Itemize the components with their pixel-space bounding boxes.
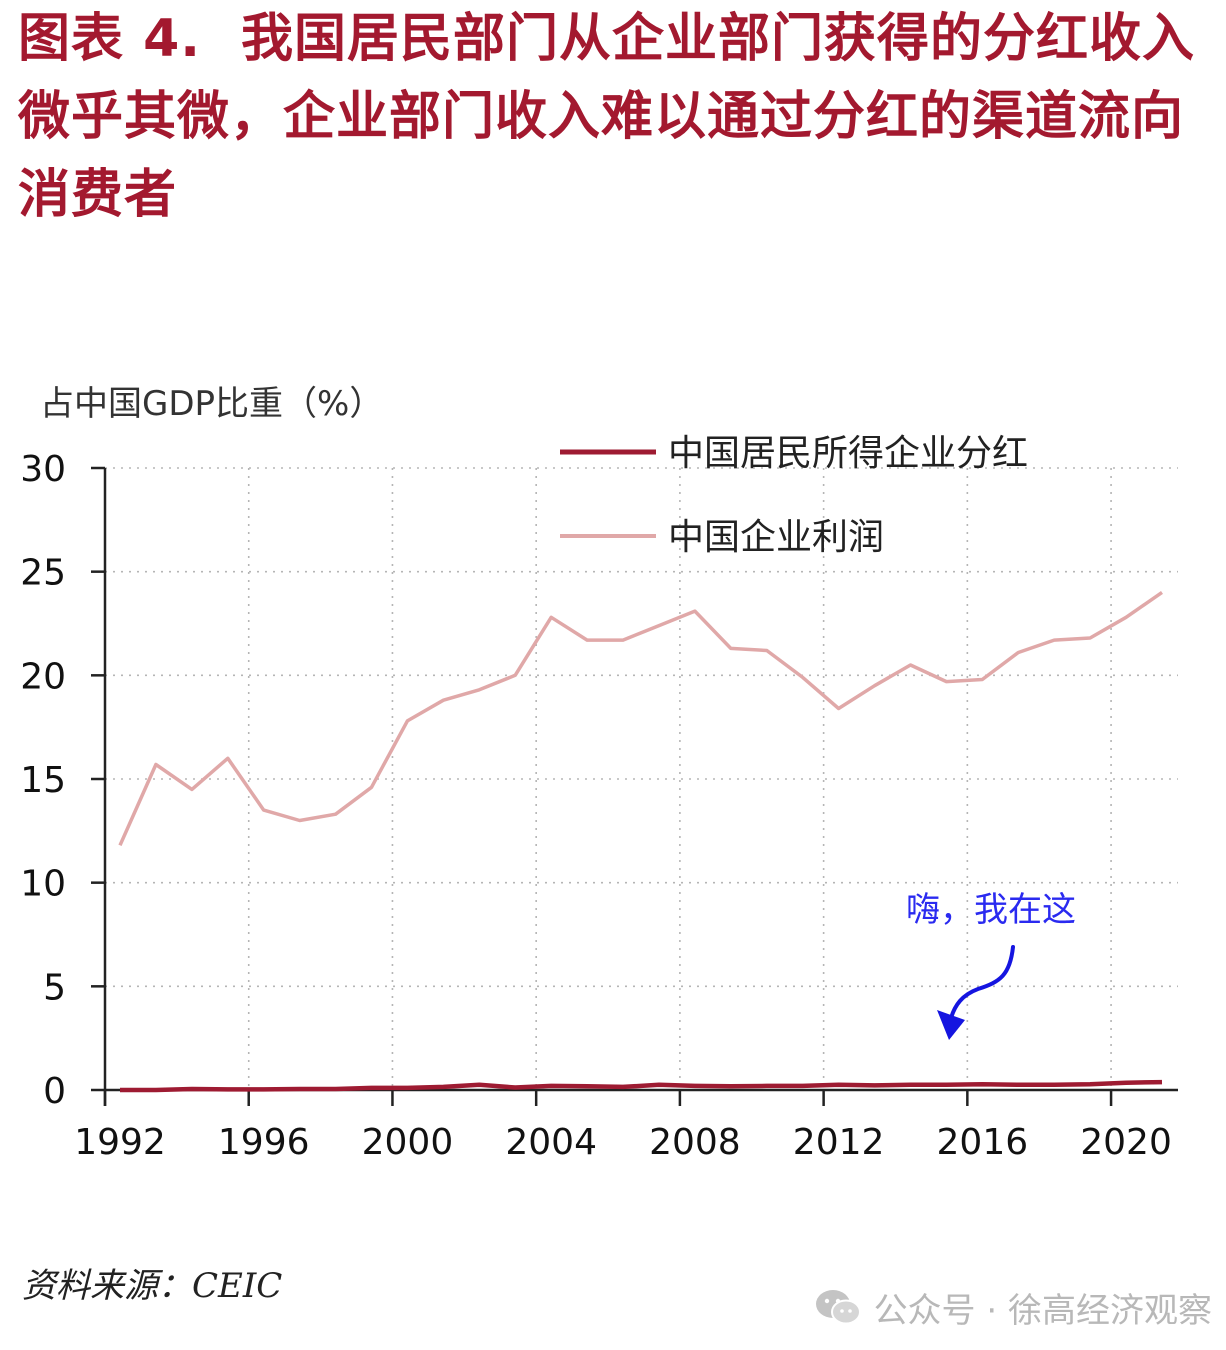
annotation-text: 嗨，我在这 [906,890,1076,930]
figure-label: 图表 4. [18,9,202,69]
x-tick-label: 2008 [649,1122,741,1163]
watermark: 公众号 · 徐高经济观察 [814,1283,1212,1331]
x-tick-label: 1992 [74,1122,166,1163]
x-tick-label: 2020 [1080,1122,1172,1163]
chart-title: 图表 4. 我国居民部门从企业部门获得的分红收入微乎其微，企业部门收入难以通过分红… [18,0,1208,234]
watermark-text: 公众号 · 徐高经济观察 [873,1290,1212,1331]
y-tick-label: 30 [20,449,66,490]
line-chart: 占中国GDP比重（%） 0 5 10 15 20 25 30 1992 1996 2000 2004 2… [20,384,1178,1163]
x-tick-label: 2016 [937,1122,1029,1163]
x-tick-label: 2004 [505,1122,597,1163]
legend-label: 中国企业利润 [668,517,884,558]
y-tick-label: 25 [20,553,66,594]
chart-area: 占中国GDP比重（%） 0 5 10 15 20 25 30 1992 1996 2000 2004 2… [0,370,1226,1190]
figure-title-text: 我国居民部门从企业部门获得的分红收入微乎其微，企业部门收入难以通过分红的渠道流向… [18,9,1196,225]
legend-label: 中国居民所得企业分红 [668,433,1028,474]
series-line-profits [118,590,1163,847]
series-line-dividends [120,1079,1163,1093]
y-axis-label: 占中国GDP比重（%） [40,384,383,424]
y-tick-label: 0 [43,1071,66,1112]
y-tick-label: 10 [20,864,66,905]
y-tick-label: 20 [20,656,66,697]
x-tick-label: 1996 [218,1122,310,1163]
wechat-icon [815,1290,861,1325]
y-tick-label: 15 [20,760,66,801]
source-note: 资料来源：CEIC [22,1266,283,1306]
annotation-arrow [949,945,1015,1020]
y-tick-label: 5 [43,967,66,1008]
x-tick-label: 2012 [793,1122,885,1163]
x-tick-label: 2000 [362,1122,454,1163]
annotation-arrowhead [937,1010,965,1040]
